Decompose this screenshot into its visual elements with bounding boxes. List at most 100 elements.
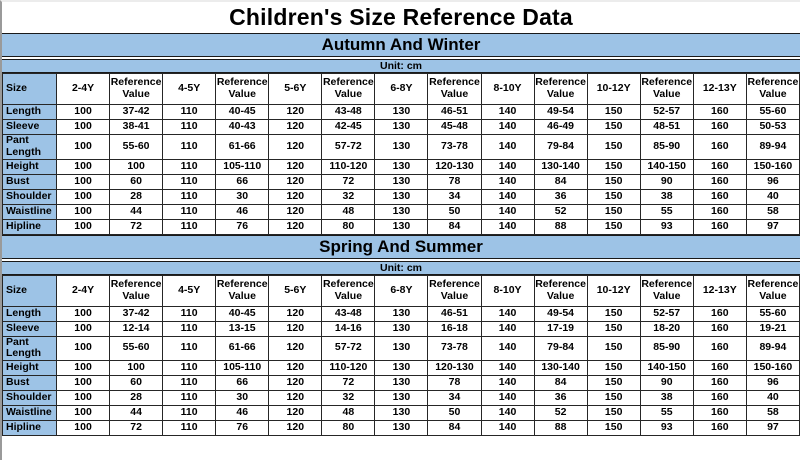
value-cell: 120 [268,188,323,205]
value-cell: 85-90 [639,335,694,361]
value-cell: 100 [55,188,111,205]
value-cell: 150-160 [745,360,800,376]
value-cell: 38-41 [109,119,164,135]
value-cell: 110 [162,173,217,190]
column-header: Reference Value [215,274,270,307]
value-cell: 38 [639,390,694,406]
value-cell: 58 [745,405,800,421]
value-cell: 150 [586,104,641,120]
value-cell: 100 [55,305,111,322]
value-cell: 18-20 [639,320,694,337]
value-cell: 80 [321,420,376,436]
value-cell: 160 [692,360,747,376]
value-cell: 150 [586,320,641,337]
row-label: Pant Length [2,134,57,160]
value-cell: 130 [374,390,429,406]
value-cell: 160 [692,405,747,421]
size-table-autumn-and-winter: Size 2-4Y Reference Value 4-5Y Reference Val… [2,73,800,235]
value-cell: 120-130 [427,158,482,175]
value-cell: 48 [321,405,376,421]
value-cell: 32 [321,188,376,205]
table-row-length: Length 100 37-42 110 40-45 120 43-48 130 46-51 14… [2,305,800,322]
value-cell: 150 [586,218,641,235]
value-cell: 90 [639,375,694,391]
value-cell: 140 [480,104,535,120]
table-row-sleeve: Sleeve 100 38-41 110 40-43 120 42-45 130 45-48 14… [2,119,800,135]
value-cell: 89-94 [745,335,800,361]
value-cell: 130 [374,218,429,235]
value-cell: 79-84 [533,134,588,160]
table-row-waistline: Waistline 100 44 110 46 120 48 130 50 140 52 150 55 1… [2,405,800,421]
value-cell: 19-21 [745,320,800,337]
value-cell: 130 [374,203,429,220]
value-cell: 100 [55,360,111,376]
value-cell: 110-120 [321,158,376,175]
column-header: 6-8Y [374,274,429,307]
value-cell: 55 [639,203,694,220]
value-cell: 150 [586,188,641,205]
value-cell: 28 [109,390,164,406]
value-cell: 120 [268,104,323,120]
value-cell: 120 [268,405,323,421]
value-cell: 100 [55,158,111,175]
value-cell: 72 [321,375,376,391]
value-cell: 79-84 [533,335,588,361]
value-cell: 160 [692,320,747,337]
value-cell: 130 [374,375,429,391]
value-cell: 130 [374,420,429,436]
value-cell: 160 [692,390,747,406]
row-label: Waistline [2,203,57,220]
value-cell: 160 [692,218,747,235]
value-cell: 140 [480,335,535,361]
column-header: 4-5Y [162,274,217,307]
value-cell: 14-16 [321,320,376,337]
column-header: 2-4Y [55,73,111,105]
row-label: Length [2,104,57,120]
value-cell: 40-43 [215,119,270,135]
value-cell: 150 [586,173,641,190]
value-cell: 140 [480,390,535,406]
column-header: Reference Value [109,274,164,307]
table-row-bust: Bust 100 60 110 66 120 72 130 78 140 84 150 90 160 96 [2,173,800,190]
value-cell: 32 [321,390,376,406]
value-cell: 120 [268,305,323,322]
row-label: Length [2,305,57,322]
value-cell: 97 [745,218,800,235]
value-cell: 100 [55,390,111,406]
value-cell: 60 [109,173,164,190]
section-autumn-and-winter: Autumn And Winter Unit: cm Size 2-4Y Referen… [2,33,800,235]
value-cell: 150 [586,134,641,160]
value-cell: 140 [480,320,535,337]
value-cell: 100 [109,158,164,175]
value-cell: 16-18 [427,320,482,337]
column-header: Reference Value [427,73,482,105]
value-cell: 150 [586,405,641,421]
value-cell: 120 [268,119,323,135]
value-cell: 66 [215,375,270,391]
value-cell: 130 [374,158,429,175]
value-cell: 160 [692,420,747,436]
value-cell: 160 [692,335,747,361]
value-cell: 84 [427,218,482,235]
value-cell: 30 [215,188,270,205]
value-cell: 150-160 [745,158,800,175]
value-cell: 100 [109,360,164,376]
value-cell: 49-54 [533,305,588,322]
sections-container: Autumn And Winter Unit: cm Size 2-4Y Referen… [2,33,800,436]
column-header: Reference Value [745,73,800,105]
column-header: 10-12Y [586,73,641,105]
column-header: Reference Value [639,73,694,105]
value-cell: 40-45 [215,104,270,120]
value-cell: 160 [692,158,747,175]
value-cell: 110 [162,320,217,337]
value-cell: 88 [533,420,588,436]
value-cell: 140 [480,420,535,436]
size-table-spring-and-summer: Size 2-4Y Reference Value 4-5Y Reference Val… [2,274,800,436]
table-row-length: Length 100 37-42 110 40-45 120 43-48 130 46-51 14… [2,104,800,120]
value-cell: 120 [268,360,323,376]
table-row-sleeve: Sleeve 100 12-14 110 13-15 120 14-16 130 16-18 14… [2,320,800,337]
value-cell: 55 [639,405,694,421]
value-cell: 140 [480,405,535,421]
value-cell: 78 [427,375,482,391]
column-header: Reference Value [215,73,270,105]
